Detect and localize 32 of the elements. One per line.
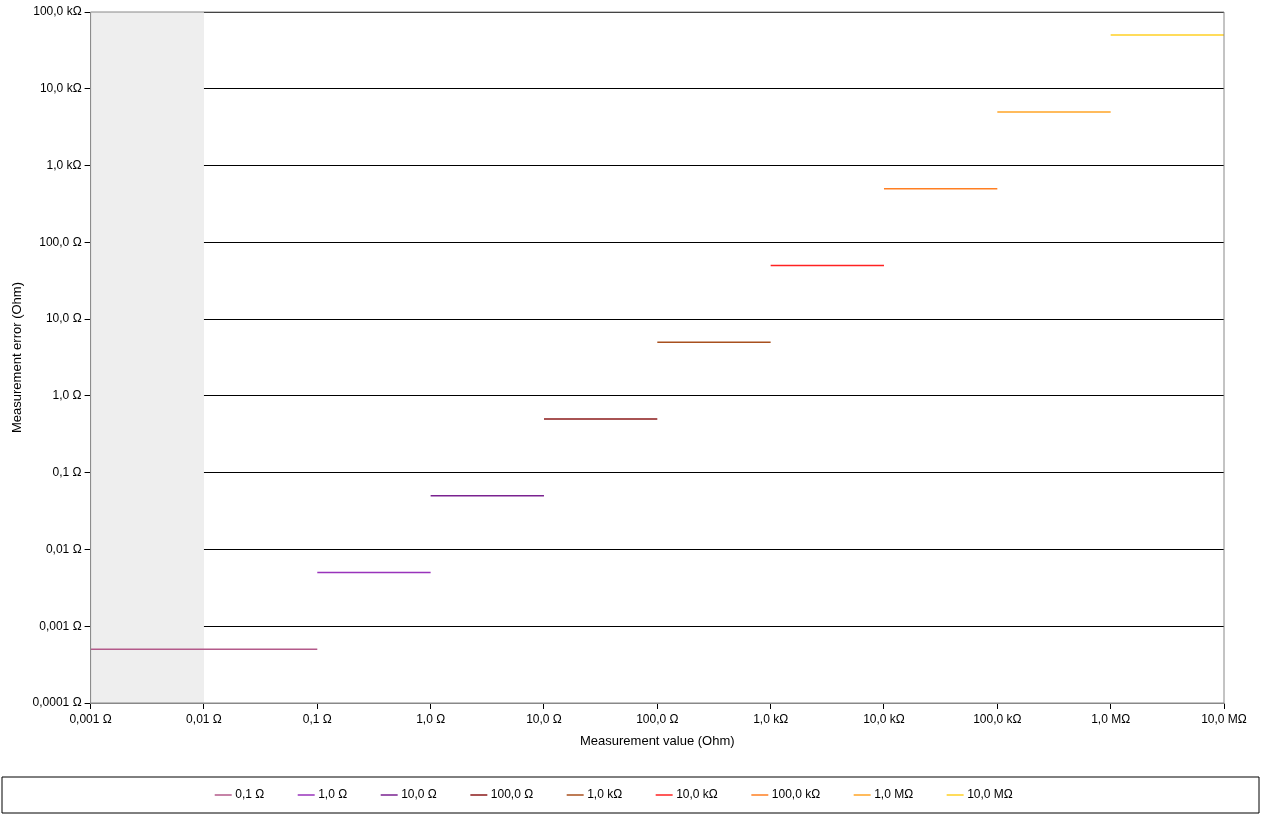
x-tick-label: 0,1 Ω — [302, 711, 332, 726]
legend-label: 10,0 MΩ — [967, 787, 1013, 802]
legend-label: 10,0 Ω — [401, 787, 437, 802]
y-tick-label: 1,0 kΩ — [46, 157, 82, 172]
x-tick-label: 10,0 kΩ — [863, 711, 905, 726]
x-axis-title: Measurement value (Ohm) — [579, 732, 735, 748]
y-tick-label: 1,0 Ω — [52, 388, 82, 403]
y-tick-label: 10,0 kΩ — [39, 81, 82, 96]
x-tick-label: 1,0 Ω — [416, 711, 446, 726]
legend-label: 1,0 kΩ — [587, 787, 623, 802]
legend-label: 1,0 Ω — [318, 787, 348, 802]
y-tick-label: 100,0 Ω — [39, 234, 82, 249]
x-tick-label: 0,01 Ω — [186, 711, 222, 726]
x-tick-label: 10,0 Ω — [526, 711, 562, 726]
y-tick-label: 0,001 Ω — [39, 618, 82, 633]
x-tick-label: 1,0 MΩ — [1091, 711, 1131, 726]
y-tick-label: 100,0 kΩ — [33, 4, 82, 19]
legend-label: 100,0 Ω — [490, 787, 534, 802]
legend-label: 0,1 Ω — [235, 787, 265, 802]
legend-label: 1,0 MΩ — [874, 787, 914, 802]
x-tick-label: 100,0 Ω — [636, 711, 679, 726]
y-tick-label: 0,1 Ω — [52, 464, 82, 479]
y-axis-title: Measurement error (Ohm) — [9, 282, 25, 433]
y-tick-label: 0,01 Ω — [45, 541, 82, 556]
legend-label: 10,0 kΩ — [676, 787, 718, 802]
y-tick-label: 10,0 Ω — [45, 311, 82, 326]
x-tick-label: 1,0 kΩ — [753, 711, 789, 726]
y-tick-label: 0,0001 Ω — [32, 695, 82, 710]
x-tick-label: 0,001 Ω — [69, 711, 112, 726]
x-tick-label: 10,0 MΩ — [1201, 711, 1247, 726]
legend-label: 100,0 kΩ — [771, 787, 821, 802]
x-tick-label: 100,0 kΩ — [973, 711, 1022, 726]
